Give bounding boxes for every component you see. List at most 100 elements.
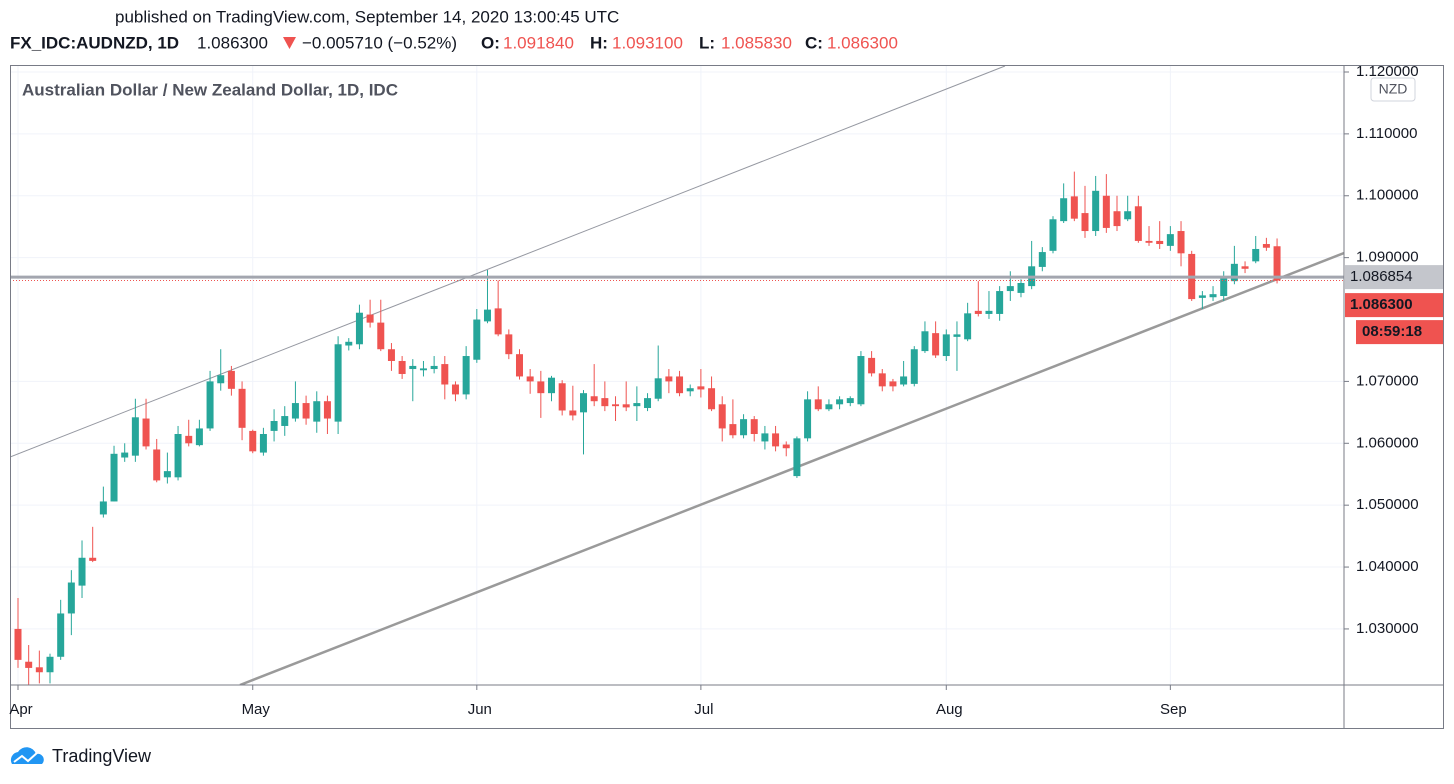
candle-body (99, 501, 107, 515)
logo (10, 747, 44, 764)
ohlc-label: O: (481, 33, 500, 52)
candle-body (57, 613, 65, 657)
y-tick-label: 1.030000 (1356, 620, 1419, 637)
logo-cloud (10, 747, 44, 764)
last-price: 1.086300 (197, 33, 268, 52)
candle-body (1262, 244, 1270, 248)
x-tick-label: May (242, 701, 271, 718)
candles (14, 171, 1281, 685)
ohlc-value: 1.091840 (503, 33, 574, 52)
candle-body (227, 370, 235, 389)
published-note: published on TradingView.com, September … (115, 7, 619, 26)
candle-body (142, 418, 150, 447)
candle-body (580, 393, 588, 413)
candle-body (163, 471, 171, 478)
candle-body (825, 404, 833, 410)
candle-body (846, 398, 854, 404)
candle-body (729, 424, 737, 436)
chart-frame (10, 65, 1444, 729)
candle-body (35, 667, 43, 673)
last-price-label: 1.086300 (1350, 296, 1413, 313)
candle-body (1134, 206, 1142, 241)
y-tick-label: 1.100000 (1356, 187, 1419, 204)
candle-body (409, 365, 417, 370)
candle-body (270, 421, 278, 431)
candle-body (14, 628, 22, 660)
candle-body (633, 403, 641, 407)
candle-body (1177, 231, 1185, 254)
candle-body (996, 291, 1004, 314)
candle-body (1241, 266, 1249, 269)
candle-body (932, 333, 940, 356)
x-tick-label: Jul (694, 701, 713, 718)
candle-body (569, 410, 577, 416)
candle-body (78, 557, 86, 586)
candle-body (804, 399, 812, 439)
candle-body (889, 381, 897, 387)
candle-body (836, 399, 844, 405)
candle-body (964, 313, 972, 340)
currency-badge: NZD (1379, 81, 1408, 97)
y-tick-label: 1.050000 (1356, 496, 1419, 513)
candle-body (1230, 263, 1238, 282)
candle-body (708, 388, 716, 410)
candle-body (910, 349, 918, 384)
logo-line (13, 751, 39, 763)
candle-body (814, 399, 822, 410)
candle-body (590, 396, 598, 402)
candle-body (1049, 219, 1057, 251)
y-tick-label: 1.070000 (1356, 372, 1419, 389)
currency-badge-box (1370, 77, 1416, 102)
candle-body (1273, 246, 1281, 281)
candle-body (387, 349, 395, 361)
candle-body (25, 661, 33, 668)
candle-body (1209, 294, 1217, 298)
candle-body (526, 376, 534, 382)
candle-body (313, 401, 321, 422)
candle-body (441, 364, 449, 385)
candle-body (857, 356, 865, 405)
candle-body (644, 398, 652, 409)
candle-body (1156, 240, 1164, 245)
candle-body (1166, 234, 1174, 246)
grid (10, 65, 1344, 685)
candle-body (302, 403, 310, 419)
candle-body (259, 434, 267, 453)
candle-body (686, 388, 694, 392)
candle-body (1220, 276, 1228, 297)
horizontal-line-label: 1.086854 (1350, 268, 1413, 285)
candle-body (942, 334, 950, 357)
candle-body (291, 403, 299, 419)
ohlc-label: C: (805, 33, 823, 52)
candle-body (1124, 211, 1132, 220)
countdown-box (1356, 320, 1444, 345)
candle-body (1070, 196, 1078, 219)
candle-body (355, 312, 363, 345)
candle-body (740, 419, 748, 436)
candle-body (334, 344, 342, 422)
candle-body (1081, 213, 1089, 232)
candle-body (462, 356, 470, 395)
candle-body (110, 453, 118, 502)
candle-body (281, 416, 289, 426)
price-lines: 1.086854 1.086300 08:59:18 (10, 265, 1444, 345)
ohlc-value: 1.093100 (612, 33, 683, 52)
ohlc-label: L: (699, 33, 715, 52)
x-tick-label: Aug (936, 701, 963, 718)
candle-body (238, 388, 246, 428)
symbol: FX_IDC:AUDNZD, 1D (10, 33, 179, 52)
candle-body (1102, 195, 1110, 228)
candle-body (1038, 252, 1046, 267)
price-change: −0.005710 (−0.52%) (302, 33, 457, 52)
candle-body (558, 383, 566, 411)
candle-body (217, 375, 225, 384)
x-tick-label: Jun (468, 701, 492, 718)
candle-body (974, 310, 982, 314)
candle-body (878, 373, 886, 387)
candle-body (494, 308, 502, 335)
candle-body (1198, 295, 1206, 298)
candle-body (750, 419, 758, 435)
candle-body (419, 368, 427, 371)
candle-body (1060, 198, 1068, 222)
